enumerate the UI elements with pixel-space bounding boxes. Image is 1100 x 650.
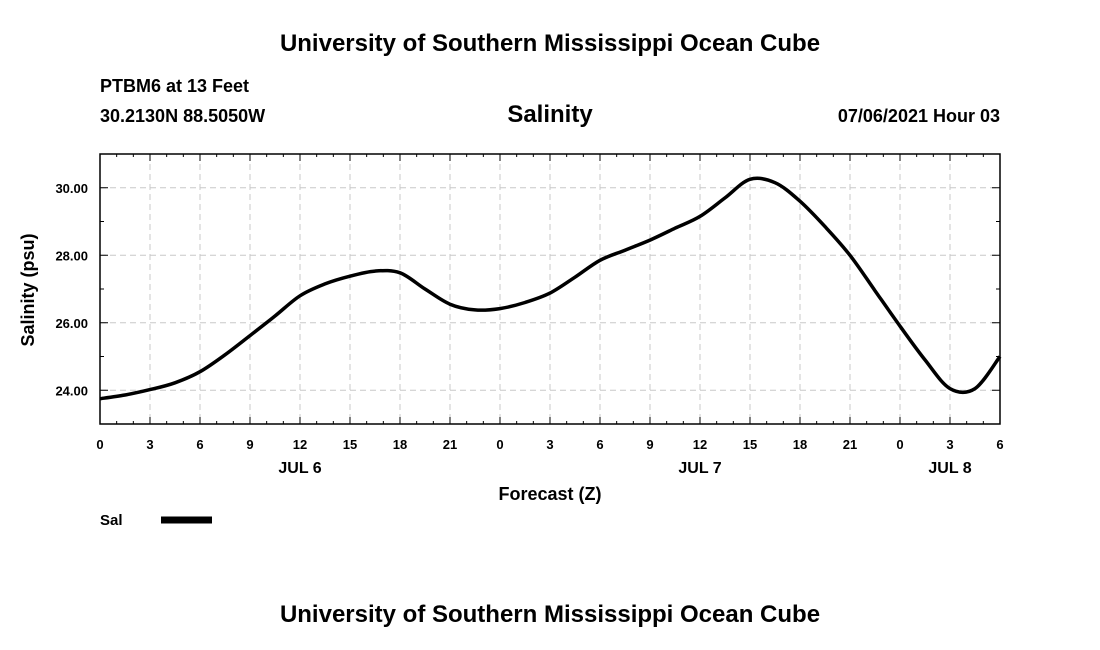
station-label: PTBM6 at 13 Feet: [100, 76, 250, 96]
plot-frame: [99, 153, 1001, 425]
variable-title: Salinity: [507, 101, 593, 128]
legend-label-sal: Sal: [100, 512, 123, 529]
x-tick-label: 6: [196, 437, 203, 452]
date-label: JUL 7: [678, 460, 721, 477]
timestamp-label: 07/06/2021 Hour 03: [837, 106, 1000, 126]
x-tick-label: 0: [896, 437, 903, 452]
x-tick-label: 3: [546, 437, 553, 452]
date-label: JUL 8: [928, 460, 971, 477]
y-axis-label: Salinity (psu): [18, 233, 38, 346]
x-tick-label: 0: [496, 437, 503, 452]
x-tick-label: 0: [96, 437, 103, 452]
x-tick-label: 15: [343, 437, 357, 452]
chart-title: University of Southern Mississippi Ocean…: [279, 30, 821, 57]
y-tick-label: 24.00: [55, 383, 88, 398]
x-tick-label: 18: [793, 437, 807, 452]
x-tick-label: 21: [843, 437, 857, 452]
series-layer: [99, 176, 1002, 401]
x-tick-label: 3: [946, 437, 953, 452]
x-tick-label: 6: [996, 437, 1003, 452]
x-tick-label: 15: [743, 437, 757, 452]
x-tick-label: 12: [693, 437, 707, 452]
x-tick-label: 3: [146, 437, 153, 452]
axis-labels: 0 3 6 9 12 15 18 21 0 3 6 9 12 15 18 21 0 3 6 24.00 26.00 28.…: [55, 181, 1003, 477]
salinity-chart: 0 3 6 9 12 15 18 21 0 3 6 9 12 15 18 21 0 3 6 24.00 26.00 28.…: [18, 153, 1004, 529]
x-tick-label: 9: [246, 437, 253, 452]
footer-title: University of Southern Mississippi Ocean…: [279, 601, 821, 628]
grid-lines: [100, 154, 1000, 424]
x-axis-label: Forecast (Z): [498, 484, 601, 504]
x-tick-label: 18: [393, 437, 407, 452]
x-tick-label: 12: [293, 437, 307, 452]
series-line-sal: [99, 176, 1002, 401]
coordinates-label: 30.2130N 88.5050W: [100, 106, 266, 126]
legend: Sal: [100, 512, 212, 529]
x-tick-label: 6: [596, 437, 603, 452]
date-label: JUL 6: [278, 460, 321, 477]
y-tick-label: 28.00: [55, 248, 88, 263]
y-tick-label: 26.00: [55, 316, 88, 331]
x-tick-label: 21: [443, 437, 457, 452]
x-tick-label: 9: [646, 437, 653, 452]
y-tick-label: 30.00: [55, 181, 88, 196]
